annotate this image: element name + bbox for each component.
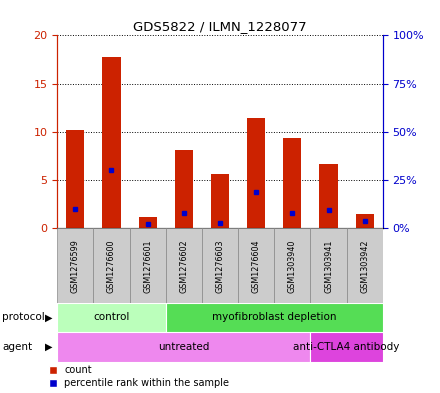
Text: GSM1276599: GSM1276599 <box>71 239 80 293</box>
Bar <box>129 228 166 303</box>
Text: ▶: ▶ <box>45 312 53 322</box>
Bar <box>175 150 193 228</box>
Bar <box>247 118 265 228</box>
Bar <box>311 228 347 303</box>
Text: ▶: ▶ <box>45 342 53 352</box>
Bar <box>319 164 337 228</box>
Text: agent: agent <box>2 342 32 352</box>
Text: GSM1303940: GSM1303940 <box>288 239 297 292</box>
Text: GSM1276604: GSM1276604 <box>252 239 260 293</box>
Text: GSM1303942: GSM1303942 <box>360 239 369 293</box>
Text: protocol: protocol <box>2 312 45 322</box>
Text: GSM1276600: GSM1276600 <box>107 239 116 293</box>
Text: untreated: untreated <box>158 342 209 352</box>
Bar <box>93 228 129 303</box>
Text: control: control <box>93 312 130 322</box>
Bar <box>166 228 202 303</box>
Bar <box>103 57 121 228</box>
Bar <box>347 228 383 303</box>
Bar <box>139 217 157 228</box>
Bar <box>274 228 311 303</box>
Bar <box>311 332 383 362</box>
Bar <box>202 228 238 303</box>
Bar <box>57 303 166 332</box>
Bar <box>283 138 301 228</box>
Legend: count, percentile rank within the sample: count, percentile rank within the sample <box>49 365 229 388</box>
Bar <box>238 228 274 303</box>
Text: GSM1276601: GSM1276601 <box>143 239 152 293</box>
Text: myofibroblast depletion: myofibroblast depletion <box>212 312 337 322</box>
Bar <box>66 130 84 228</box>
Bar <box>211 174 229 228</box>
Bar <box>356 215 374 228</box>
Bar <box>166 303 383 332</box>
Bar <box>57 228 93 303</box>
Text: GSM1276603: GSM1276603 <box>216 239 224 293</box>
Text: GSM1303941: GSM1303941 <box>324 239 333 292</box>
Text: anti-CTLA4 antibody: anti-CTLA4 antibody <box>293 342 400 352</box>
Title: GDS5822 / ILMN_1228077: GDS5822 / ILMN_1228077 <box>133 20 307 33</box>
Bar <box>57 332 311 362</box>
Text: GSM1276602: GSM1276602 <box>180 239 188 293</box>
